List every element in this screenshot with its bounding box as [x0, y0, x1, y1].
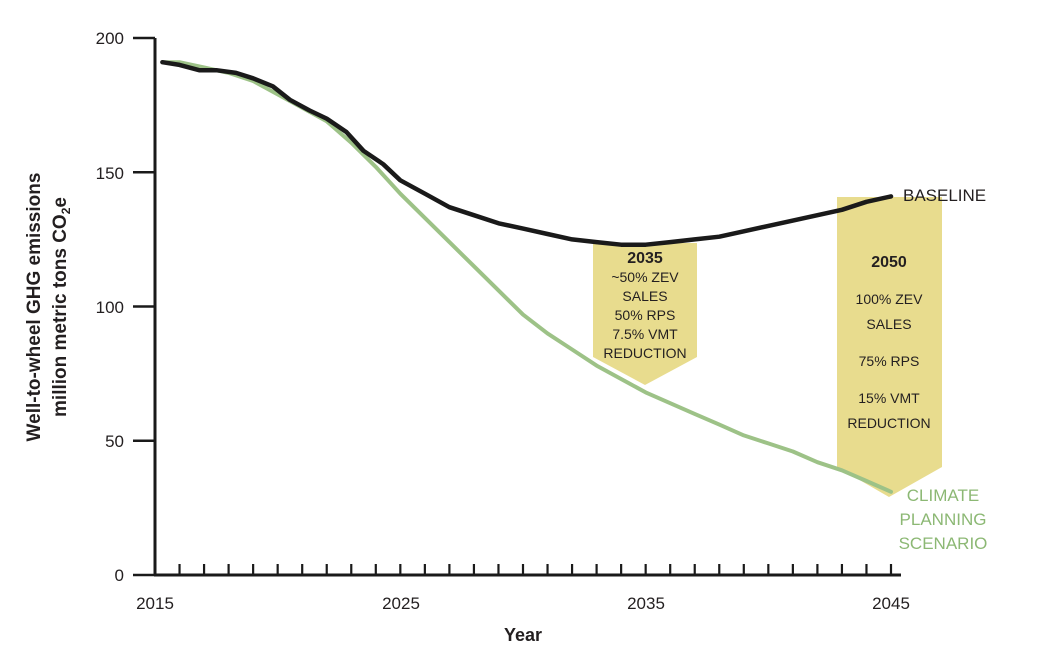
x-tick-label: 2015 — [136, 594, 174, 613]
y-tick-label: 50 — [105, 432, 124, 451]
y-tick-label: 0 — [115, 566, 124, 585]
callout-2050-line: 15% VMT — [858, 390, 920, 406]
y-axis-title-line1: Well-to-wheel GHG emissions — [24, 173, 45, 442]
y-axis-title-main: million metric tons CO — [50, 214, 71, 417]
callout-2050-year: 2050 — [871, 254, 907, 271]
series-label-climate-line: PLANNING — [900, 510, 987, 529]
x-axis-title: Year — [504, 625, 542, 645]
callout-2050-line: 100% ZEV — [856, 291, 924, 307]
series-line-baseline — [160, 59, 894, 247]
y-ticks — [133, 36, 155, 577]
callout-2035-year: 2035 — [627, 250, 663, 267]
y-axis-title-tail: e — [50, 197, 71, 208]
series-line-climate-planning-scenario — [160, 60, 893, 494]
callout-2035-shape — [593, 243, 697, 385]
series-label-baseline: BASELINE — [903, 186, 986, 205]
callout-2035-line: ~50% ZEV — [611, 269, 679, 285]
y-tick-label: 200 — [96, 29, 124, 48]
callout-2050-line: REDUCTION — [847, 415, 930, 431]
callout-2050-shape — [837, 197, 942, 497]
x-tick-label: 2025 — [382, 594, 420, 613]
callout-2035-line: REDUCTION — [603, 345, 686, 361]
callout-2035-line: SALES — [622, 288, 667, 304]
series-label-climate-line: CLIMATE — [907, 486, 979, 505]
callout-2050-line: 75% RPS — [859, 353, 920, 369]
y-tick-label: 100 — [96, 298, 124, 317]
callout-2035-line: 50% RPS — [615, 307, 676, 323]
y-axis-title-line2: million metric tons CO2e — [50, 197, 73, 417]
x-tick-label: 2035 — [627, 594, 665, 613]
callout-2050-line: SALES — [866, 316, 911, 332]
y-tick-label: 150 — [96, 164, 124, 183]
series-label-climate-line: SCENARIO — [899, 534, 988, 553]
callout-2035-line: 7.5% VMT — [612, 326, 678, 342]
y-axis-title-subscript: 2 — [59, 207, 73, 214]
x-tick-label: 2045 — [872, 594, 910, 613]
x-minor-ticks — [178, 564, 893, 575]
